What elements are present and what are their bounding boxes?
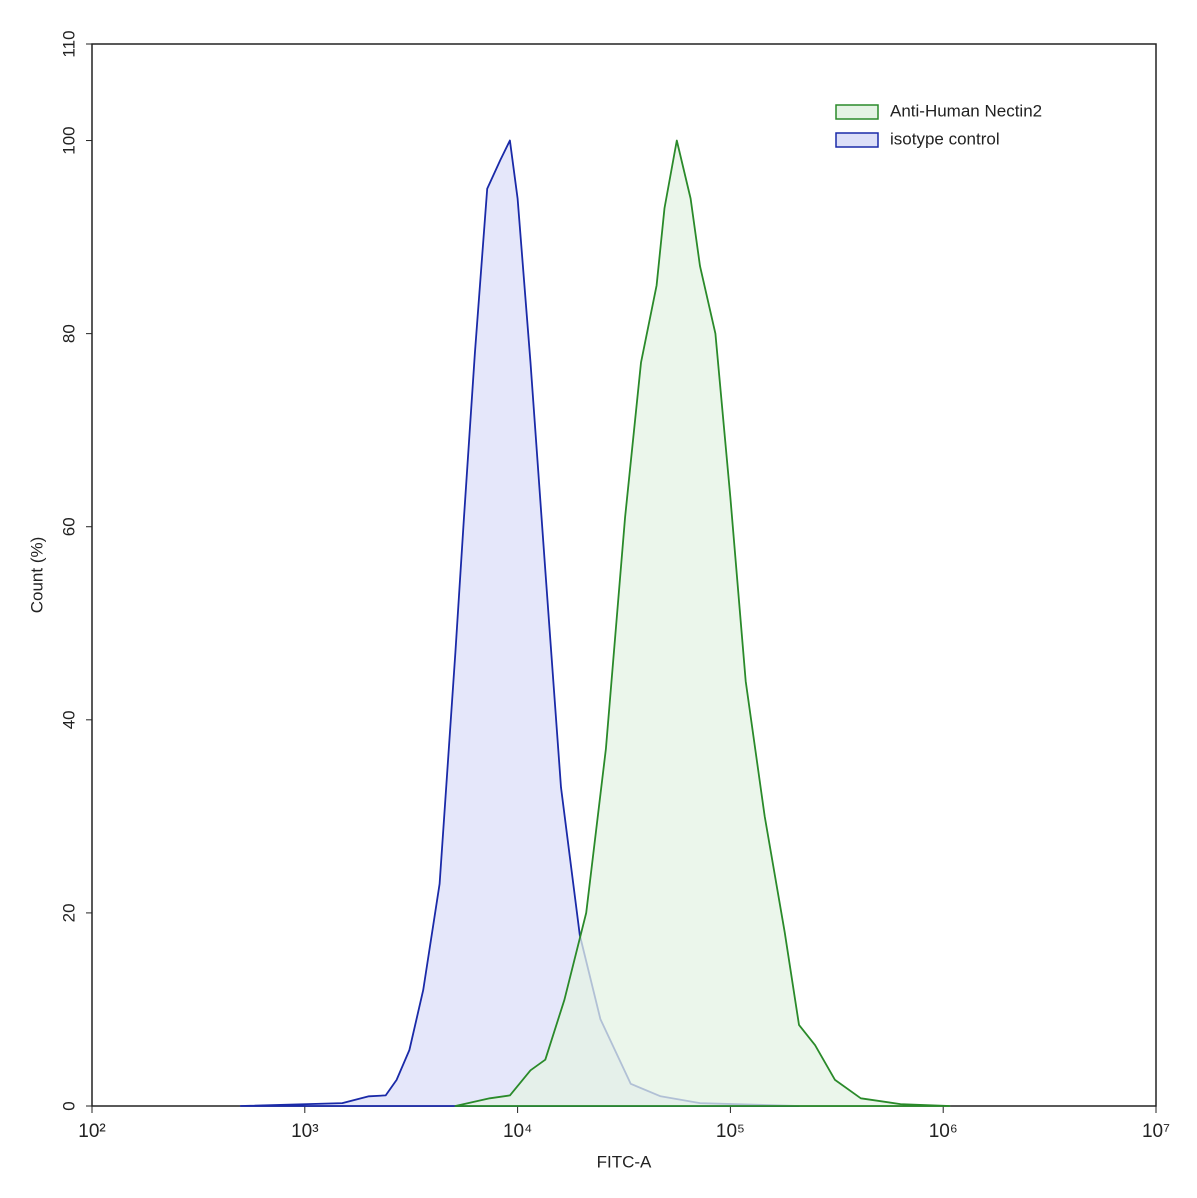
y-tick-label: 80	[59, 324, 78, 343]
y-tick-label: 60	[59, 517, 78, 536]
y-tick-label: 40	[59, 710, 78, 729]
y-axis-label: Count (%)	[27, 537, 46, 614]
x-tick-label: 10⁵	[716, 1121, 745, 1142]
histogram-curve	[454, 139, 951, 1107]
y-tick-label: 110	[59, 30, 78, 57]
legend-label: isotype control	[890, 129, 1000, 148]
y-tick-label: 20	[59, 903, 78, 922]
legend-label: Anti-Human Nectin2	[890, 101, 1042, 120]
x-tick-label: 10³	[291, 1121, 318, 1142]
x-tick-label: 10⁷	[1142, 1121, 1170, 1142]
x-axis-label: FITC-A	[597, 1152, 652, 1171]
x-tick-label: 10⁶	[929, 1121, 958, 1142]
x-tick-label: 10²	[78, 1121, 105, 1142]
legend-swatch	[835, 132, 879, 148]
legend-swatch	[835, 104, 879, 120]
y-tick-label: 0	[59, 1101, 78, 1110]
y-tick-label: 100	[59, 126, 78, 154]
x-tick-label: 10⁴	[503, 1121, 532, 1142]
